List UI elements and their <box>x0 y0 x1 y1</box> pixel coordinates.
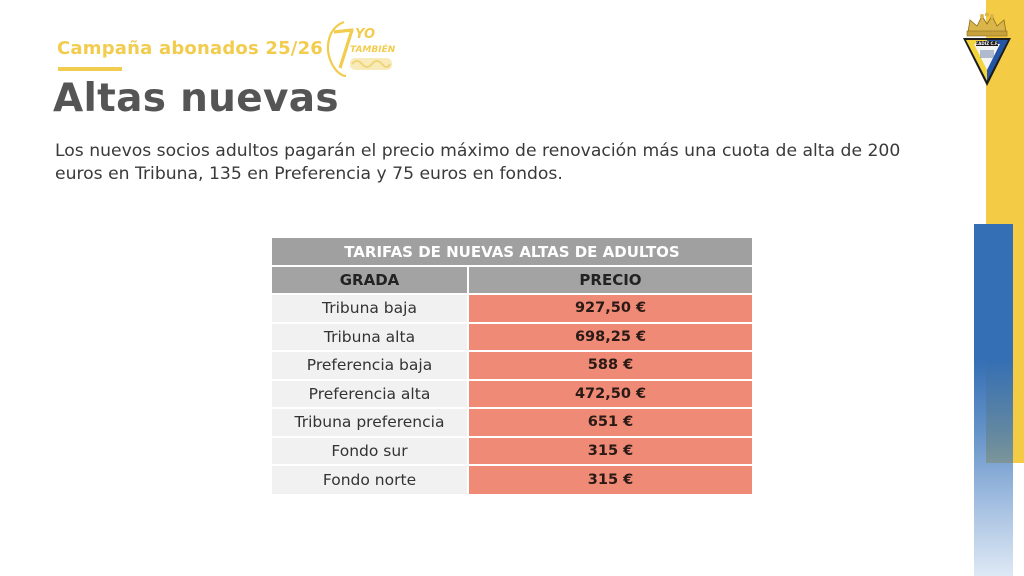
grada-cell: Preferencia baja <box>272 350 469 380</box>
table-row: Tribuna alta 698,25 € <box>272 321 752 351</box>
table-title: TARIFAS DE NUEVAS ALTAS DE ADULTOS <box>272 238 752 267</box>
grada-cell: Tribuna alta <box>272 321 469 351</box>
grada-cell: Tribuna baja <box>272 293 469 323</box>
svg-text:TAMBIÉN: TAMBIÉN <box>350 43 396 55</box>
table-row: Tribuna baja 927,50 € <box>272 293 752 323</box>
campaign-subtitle: Campaña abonados 25/26 <box>57 38 324 59</box>
svg-text:YO: YO <box>355 27 375 42</box>
grada-cell: Preferencia alta <box>272 378 469 408</box>
intro-paragraph: Los nuevos socios adultos pagarán el pre… <box>55 141 901 184</box>
table-title-row: TARIFAS DE NUEVAS ALTAS DE ADULTOS <box>272 238 752 267</box>
yo-tambien-7-logo-icon: YO TAMBIÉN <box>326 20 396 78</box>
precio-cell: 698,25 € <box>468 321 752 351</box>
svg-text:CADIZ C.F.: CADIZ C.F. <box>975 41 999 46</box>
precio-cell: 472,50 € <box>468 378 752 408</box>
table-row: Tribuna preferencia 651 € <box>272 407 752 437</box>
decorative-blue-bar <box>974 224 1013 576</box>
grada-cell: Fondo sur <box>272 435 469 465</box>
table-row: Fondo sur 315 € <box>272 435 752 465</box>
column-header-grada: GRADA <box>272 266 469 294</box>
column-header-precio: PRECIO <box>468 266 752 294</box>
table-row: Preferencia baja 588 € <box>272 350 752 380</box>
page-title: Altas nuevas <box>53 76 339 121</box>
table-row: Fondo norte 315 € <box>272 464 752 494</box>
precio-cell: 315 € <box>468 464 752 494</box>
precio-cell: 588 € <box>468 350 752 380</box>
grada-cell: Fondo norte <box>272 464 469 494</box>
new-members-fees-table: TARIFAS DE NUEVAS ALTAS DE ADULTOS GRADA… <box>272 238 752 494</box>
cadiz-cf-crest-icon: CADIZ C.F. <box>963 12 1011 86</box>
precio-cell: 315 € <box>468 435 752 465</box>
table-header-row: GRADA PRECIO <box>272 266 752 294</box>
table-row: Preferencia alta 472,50 € <box>272 378 752 408</box>
precio-cell: 651 € <box>468 407 752 437</box>
subtitle-underline-divider <box>58 67 122 71</box>
grada-cell: Tribuna preferencia <box>272 407 469 437</box>
precio-cell: 927,50 € <box>468 293 752 323</box>
